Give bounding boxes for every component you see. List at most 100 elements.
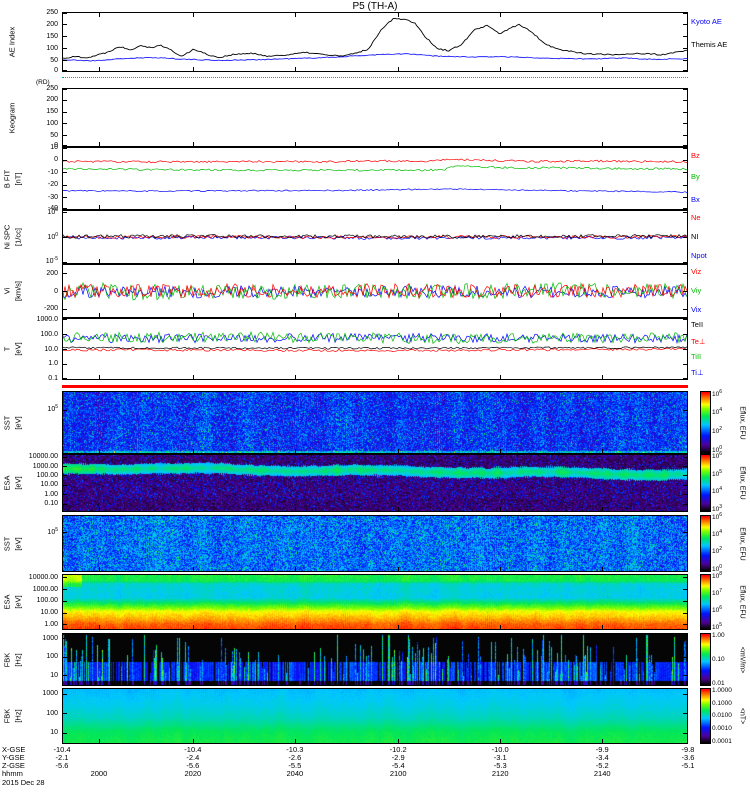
ytick-label: 50 xyxy=(50,56,58,64)
ytick-mark xyxy=(63,732,67,734)
colorbar-tick-label: 107 xyxy=(712,588,723,598)
xtick-mark xyxy=(398,313,400,317)
ytick-mark xyxy=(683,70,687,71)
trace-label-Viy: Viy xyxy=(691,285,702,295)
hhmm-row-header: hhmm xyxy=(2,769,23,778)
xtick-mark xyxy=(192,313,194,317)
ytick-mark xyxy=(683,135,687,137)
hhmm-value: 2040 xyxy=(286,769,304,778)
trace-Viz xyxy=(63,282,687,299)
xtick-mark xyxy=(500,375,502,379)
fbk_e-spectrogram-canvas xyxy=(63,634,687,685)
panel-fbk_e xyxy=(62,633,688,686)
ytick-mark xyxy=(63,656,67,658)
trace-NI xyxy=(63,234,687,239)
ytick-mark xyxy=(683,319,687,321)
exponent: 2 xyxy=(719,426,723,433)
ytick-mark xyxy=(683,261,687,263)
ylabel-text: FBK xyxy=(2,652,12,667)
t-line-chart xyxy=(63,330,687,352)
colorbar-tick-label: 106 xyxy=(712,512,723,522)
keo-line-chart xyxy=(63,89,687,146)
xtick-mark xyxy=(602,449,604,453)
xtick-mark xyxy=(294,625,296,629)
coord-value: -2.9 xyxy=(391,753,405,762)
ytick-mark xyxy=(63,159,67,161)
panel-v xyxy=(62,264,688,318)
coord-value: -3.4 xyxy=(595,753,609,762)
ytick-mark xyxy=(63,208,67,209)
ytick-label: 200 xyxy=(46,269,58,277)
trace-label-Te⊥: Te⊥ xyxy=(691,336,706,346)
esa_elec-spectrogram-canvas xyxy=(63,575,687,629)
xtick-mark xyxy=(98,567,100,571)
ytick-mark xyxy=(63,600,67,602)
ytick-mark xyxy=(63,363,67,365)
ylabel-text: B FIT xyxy=(2,169,12,188)
xtick-mark xyxy=(98,259,100,263)
ytick-mark xyxy=(63,172,67,174)
esa_ion-colorbar xyxy=(700,454,711,512)
colorbar-canvas xyxy=(701,516,710,571)
ytick-mark xyxy=(683,60,687,61)
ytick-label: 200 xyxy=(46,96,58,104)
trace-TiII xyxy=(63,330,687,345)
xtick-mark xyxy=(602,567,604,571)
xtick-mark xyxy=(398,449,400,453)
ytick-mark xyxy=(63,148,67,149)
xtick-mark xyxy=(500,13,502,17)
colorbar-tick-label: 104 xyxy=(712,407,723,417)
ytick-mark xyxy=(683,212,687,214)
coord-value: -3.6 xyxy=(681,753,695,762)
colorbar-tick-label: 102 xyxy=(712,426,723,436)
ytick-label: 100 xyxy=(46,44,58,52)
ytick-mark xyxy=(63,589,67,591)
xtick-mark xyxy=(294,259,296,263)
ytick-mark xyxy=(63,24,67,25)
ylabel-text: [Hz] xyxy=(13,709,23,723)
sst_elec-colorbar xyxy=(700,515,711,572)
xtick-mark xyxy=(500,313,502,317)
ytick-mark xyxy=(683,378,687,379)
ytick-mark xyxy=(63,409,67,411)
ytick-mark xyxy=(63,261,67,263)
xtick-mark xyxy=(192,681,194,685)
ytick-label: 0 xyxy=(54,156,58,164)
ylabel-text: Ni SPC xyxy=(2,224,12,250)
colorbar-tick-label: 0.0100 xyxy=(712,712,732,720)
ytick-mark xyxy=(683,24,687,25)
trace-Viy xyxy=(63,281,687,301)
fbk_b-colorbar xyxy=(700,688,711,744)
ytick-label: 250 xyxy=(46,9,58,16)
ylabel-text: Vi xyxy=(2,287,12,295)
ytick-mark xyxy=(683,172,687,174)
ytick-label: 10-5 xyxy=(45,256,58,266)
xtick-mark xyxy=(192,205,194,209)
trace-label-Ne: Ne xyxy=(691,213,701,223)
ytick-mark xyxy=(63,638,67,640)
exponent: 4 xyxy=(719,486,723,493)
xtick-mark xyxy=(500,259,502,263)
colorbar-canvas xyxy=(701,455,710,511)
ytick-mark xyxy=(683,111,687,113)
ytick-mark xyxy=(683,148,687,149)
ytick-mark xyxy=(683,732,687,734)
ytick-label: 10.00 xyxy=(40,609,58,617)
xtick-mark xyxy=(192,142,194,146)
ytick-label: 150 xyxy=(46,32,58,40)
date-label: 2015 Dec 28 xyxy=(2,778,45,787)
ytick-mark xyxy=(63,308,67,310)
ytick-mark xyxy=(683,532,687,534)
ytick-mark xyxy=(683,503,687,505)
ytick-label: 0 xyxy=(54,287,58,295)
colorbar-canvas xyxy=(701,689,710,743)
ytick-label: 10 xyxy=(50,729,58,737)
coord-row-header-X-GSE: X-GSE xyxy=(2,745,26,754)
ytick-mark xyxy=(683,693,687,695)
b-line-chart xyxy=(63,158,687,194)
xtick-mark xyxy=(500,625,502,629)
trace-Bz xyxy=(63,158,687,164)
ytick-mark xyxy=(63,237,67,238)
xtick-mark xyxy=(98,449,100,453)
